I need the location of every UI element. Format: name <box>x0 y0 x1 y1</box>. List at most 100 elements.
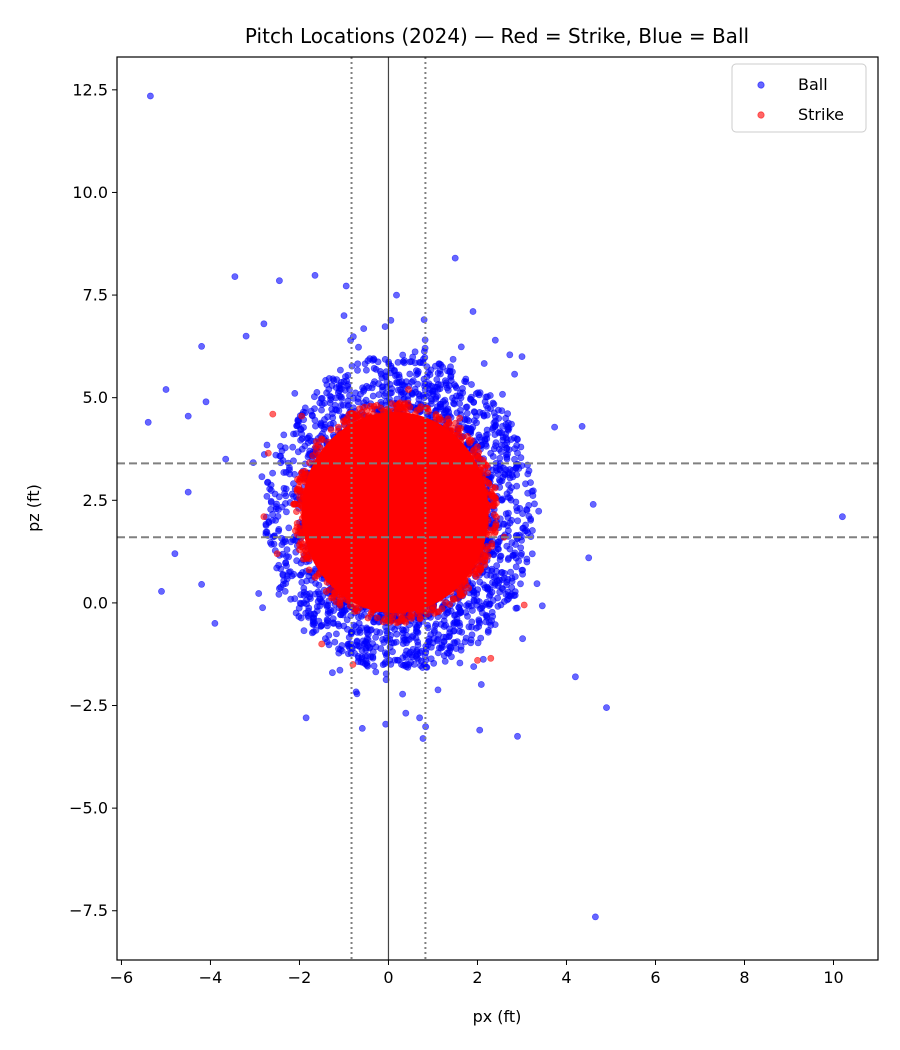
ball-point <box>296 571 304 579</box>
ball-point <box>510 592 518 600</box>
chart-title: Pitch Locations (2024) — Red = Strike, B… <box>245 24 749 48</box>
ball-point <box>476 433 483 441</box>
ball-point <box>419 355 427 363</box>
ball-point <box>325 375 333 382</box>
ball-point <box>266 485 274 493</box>
strike-point <box>358 467 365 475</box>
ball-point <box>468 631 476 639</box>
ball-point <box>508 539 516 546</box>
ball-point <box>291 470 298 478</box>
ball-point <box>439 406 447 414</box>
ball-point <box>467 639 475 647</box>
ball-point <box>362 366 370 374</box>
ball-point <box>382 676 390 684</box>
ball-point <box>506 351 514 359</box>
ball-point <box>508 420 515 428</box>
ball-point <box>483 614 491 621</box>
ball-point <box>491 581 498 589</box>
ball-point <box>342 282 350 290</box>
ball-point <box>399 351 407 359</box>
ball-point <box>484 628 492 636</box>
ball-point <box>456 400 463 407</box>
ball-point <box>603 704 610 711</box>
strike-point <box>389 466 397 474</box>
ball-point <box>451 639 459 647</box>
ball-point <box>514 517 522 525</box>
ball-point <box>162 386 170 393</box>
ball-point <box>355 343 362 351</box>
ball-point <box>533 580 541 588</box>
ball-point <box>523 558 531 566</box>
ball-point <box>517 552 525 559</box>
ball-point <box>468 607 476 614</box>
ball-point <box>468 381 475 388</box>
ball-point <box>414 641 422 649</box>
ball-point <box>462 634 470 642</box>
ball-point <box>267 499 275 506</box>
ball-point <box>267 540 275 548</box>
ball-point <box>528 550 536 558</box>
ball-point <box>589 500 597 508</box>
ball-point <box>376 629 384 636</box>
strike-point <box>371 509 379 517</box>
ball-point <box>468 618 476 626</box>
ball-point <box>474 586 482 594</box>
ball-point <box>282 559 289 567</box>
ball-point <box>259 604 266 612</box>
ball-point <box>375 380 382 388</box>
ball-point <box>503 455 511 463</box>
ball-point <box>522 521 529 529</box>
ball-point <box>184 488 192 496</box>
ball-point <box>211 620 219 627</box>
ball-point <box>491 336 499 344</box>
ball-point <box>370 662 378 670</box>
ball-point <box>456 659 464 667</box>
ball-point <box>470 663 478 670</box>
ball-point <box>282 508 290 516</box>
strike-point <box>364 544 372 551</box>
ball-point <box>497 569 505 576</box>
ball-point <box>493 562 501 569</box>
ball-point <box>442 400 449 407</box>
ball-point <box>480 360 488 367</box>
strike-point <box>427 574 435 582</box>
ball-point <box>403 637 411 644</box>
ball-point <box>411 359 419 367</box>
ball-point <box>473 419 480 427</box>
ball-point <box>357 658 365 666</box>
ball-point <box>275 526 283 533</box>
ball-point <box>331 401 339 409</box>
ball-point <box>514 436 521 443</box>
ball-point <box>499 390 506 398</box>
ball-point <box>343 625 351 633</box>
ball-point <box>329 619 337 627</box>
ball-point <box>340 312 348 319</box>
ball-point <box>363 661 371 669</box>
ball-point <box>231 273 239 280</box>
ball-point <box>317 395 325 402</box>
ball-point <box>461 377 468 385</box>
ball-point <box>258 473 266 481</box>
ball-point <box>473 597 481 604</box>
ball-point <box>393 630 401 638</box>
ball-point <box>507 496 515 504</box>
ball-point <box>440 623 448 630</box>
ball-point <box>519 510 526 517</box>
ball-point <box>430 635 438 642</box>
ball-point <box>396 386 404 394</box>
ball-point <box>489 399 497 407</box>
ball-point <box>446 632 453 640</box>
ball-point <box>507 568 514 576</box>
ball-point <box>311 405 318 413</box>
ball-point <box>420 347 428 355</box>
ball-point <box>502 414 509 422</box>
ball-point <box>482 402 490 409</box>
ball-point <box>428 397 435 405</box>
ball-point <box>394 358 402 366</box>
ball-point <box>323 389 330 397</box>
ball-point <box>455 627 463 635</box>
ball-point <box>171 550 179 558</box>
ball-point <box>304 612 312 620</box>
ball-point <box>483 430 491 438</box>
ball-point <box>290 570 298 578</box>
